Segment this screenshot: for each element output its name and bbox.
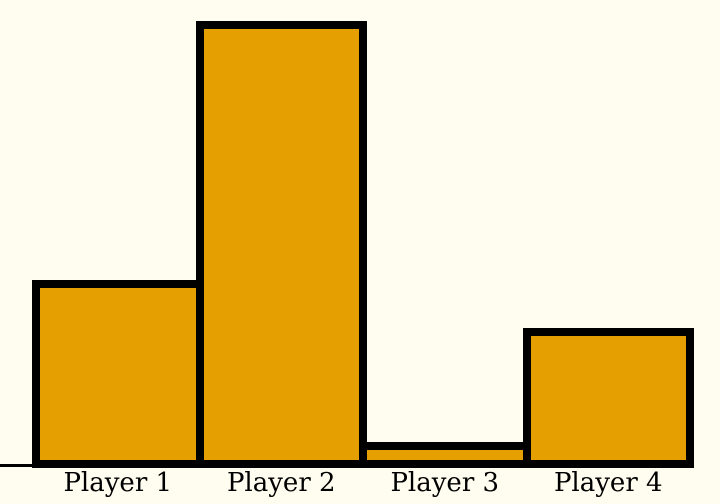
x-tick-label-player-4: Player 4	[553, 468, 663, 498]
bar-player-3	[359, 442, 531, 468]
bar-player-2	[195, 21, 367, 468]
x-tick-label-player-2: Player 2	[226, 468, 336, 498]
x-tick-label-player-1: Player 1	[63, 468, 173, 498]
x-tick-label-player-3: Player 3	[390, 468, 500, 498]
bar-player-4	[522, 328, 694, 468]
bar-player-1	[32, 280, 204, 468]
